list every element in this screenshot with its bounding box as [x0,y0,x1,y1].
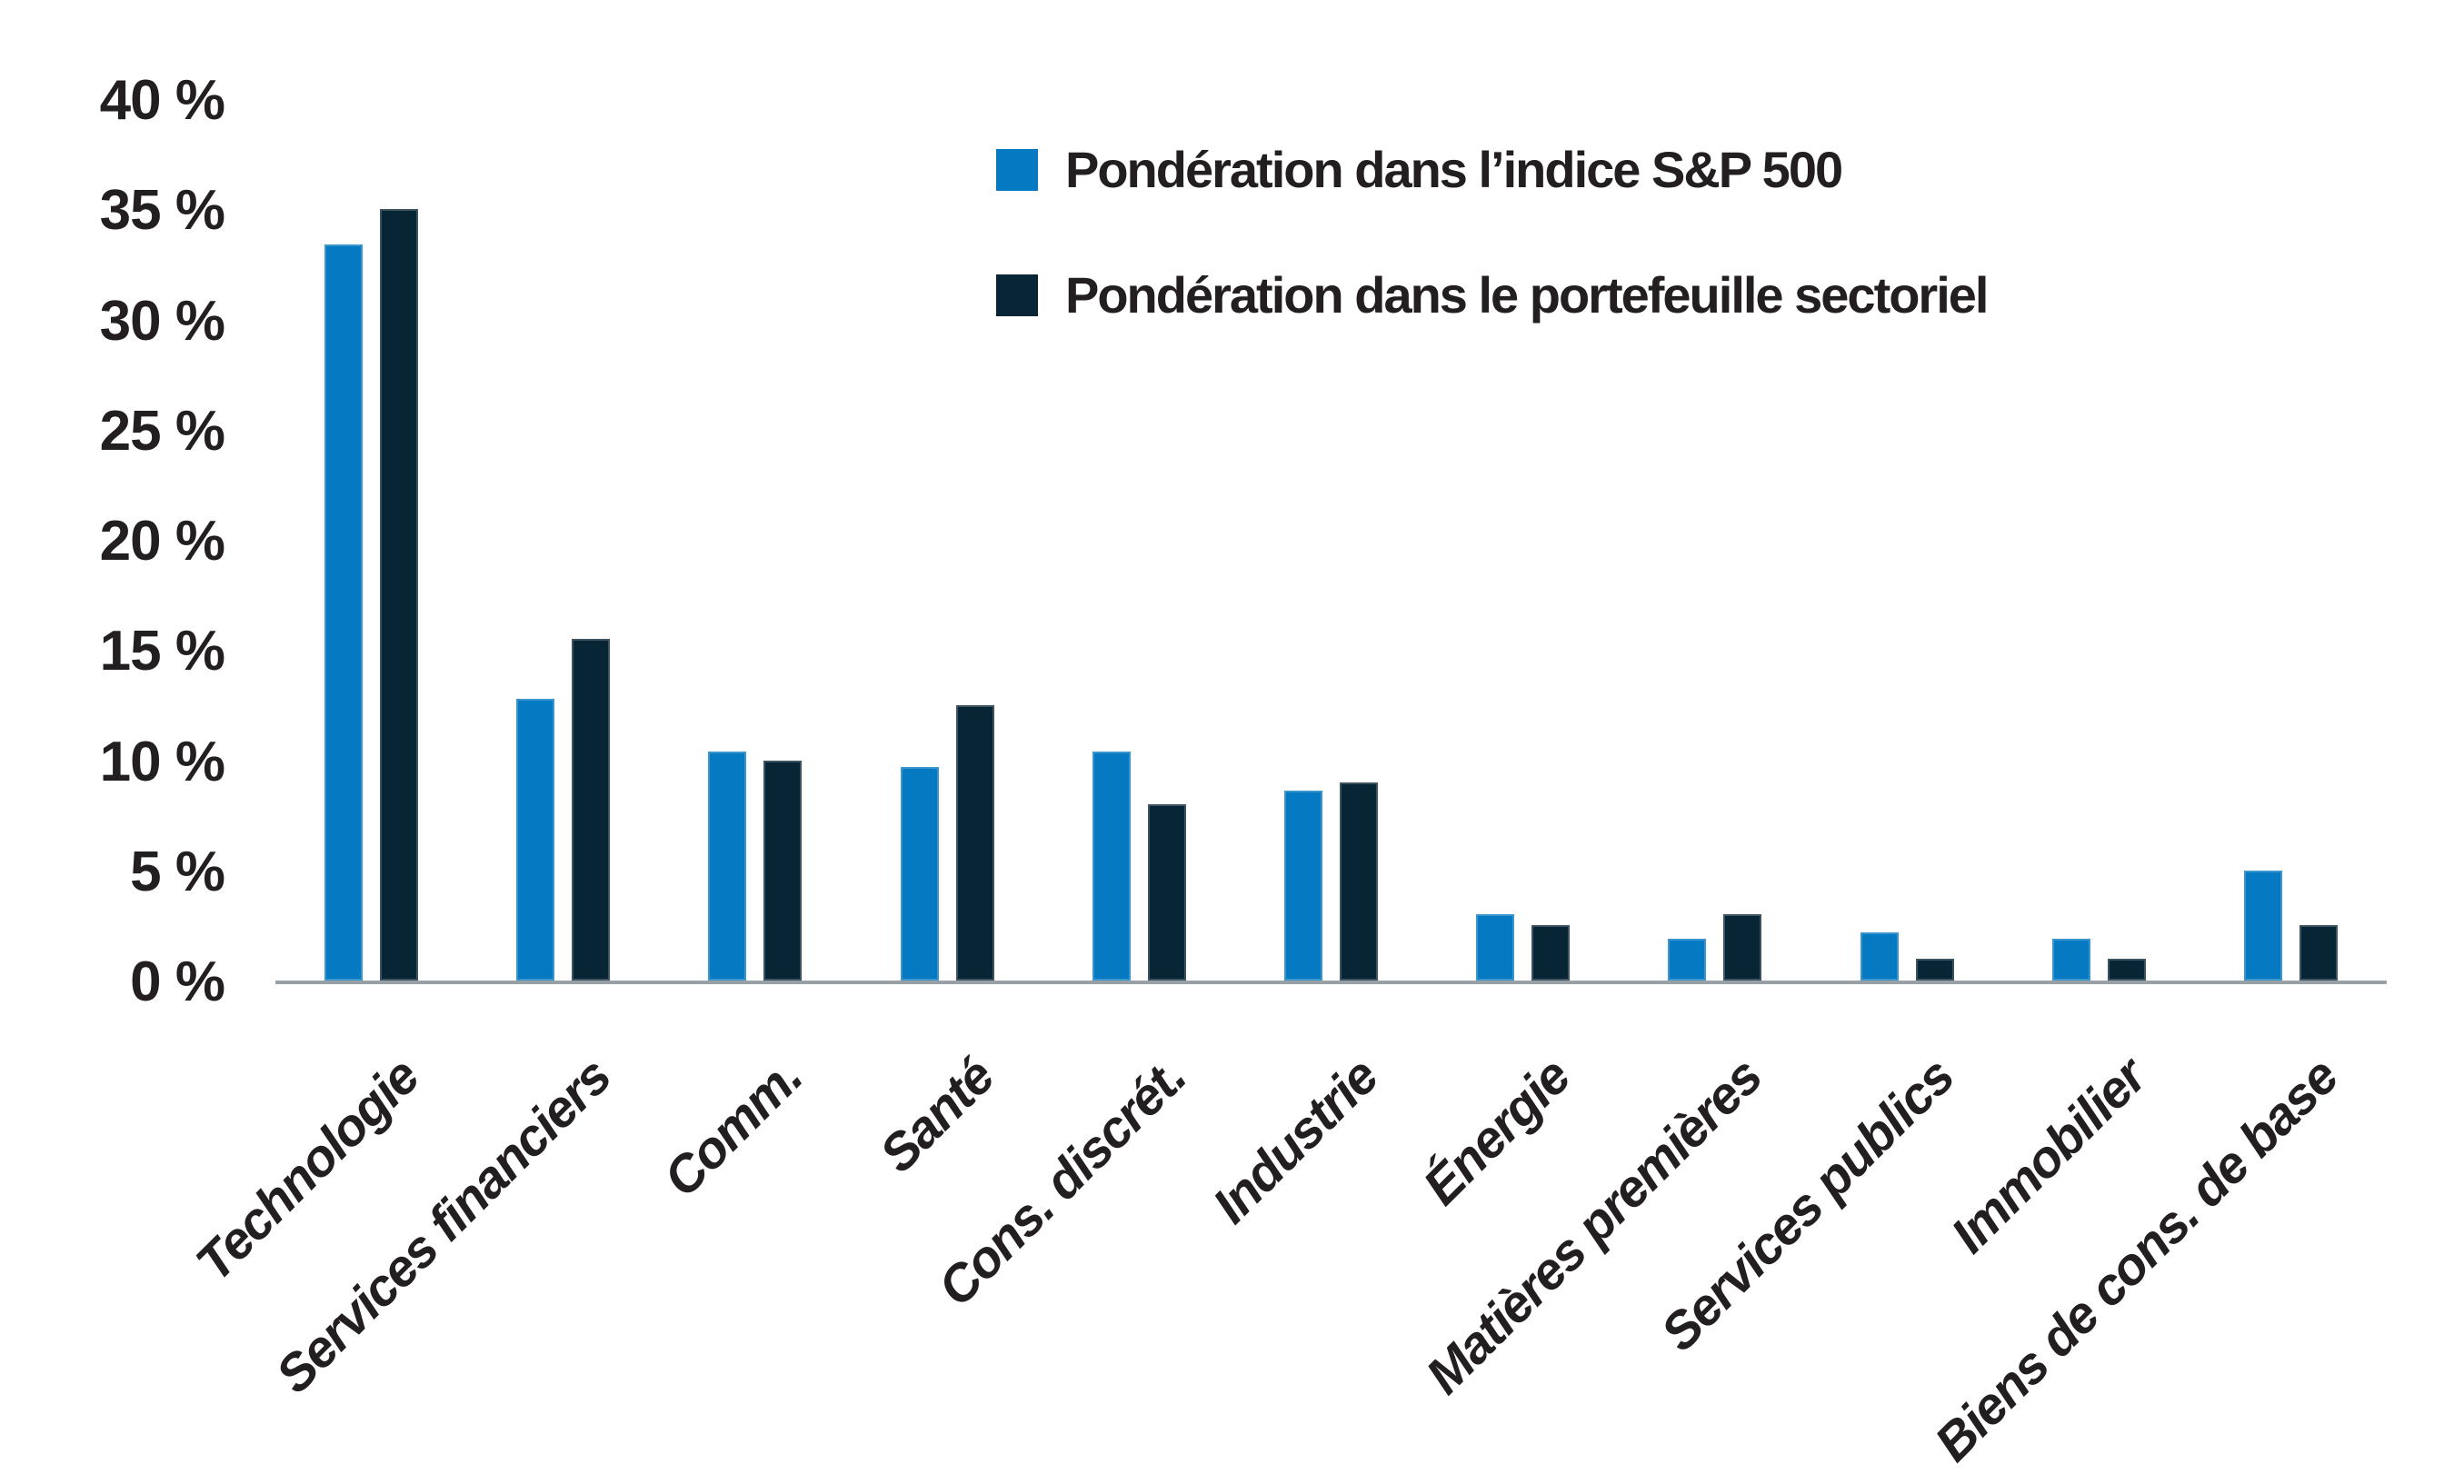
y-tick-label: 25 % [99,399,225,463]
legend-label-portfolio: Pondération dans le portefeuille sectori… [1065,266,1989,324]
bar-portfolio-6 [1531,925,1571,981]
bar-portfolio-1 [572,639,611,981]
bar-portfolio-4 [1147,804,1186,981]
bar-portfolio-5 [1340,782,1378,981]
y-tick-label: 0 % [130,951,225,1013]
bar-portfolio-7 [1723,914,1762,981]
x-category-label: Services financiers [264,1047,622,1405]
y-tick-label: 30 % [99,289,225,353]
bar-index-4 [1092,751,1131,981]
bar-portfolio-8 [1915,958,1954,981]
x-category-label: Énergie [1412,1047,1581,1217]
x-category-label: Biens de cons. de base [1923,1047,2349,1473]
bar-portfolio-9 [2107,958,2146,981]
y-tick-label: 35 % [99,179,225,243]
bar-index-0 [324,244,364,981]
bar-index-2 [708,751,747,981]
y-tick-label: 10 % [99,730,225,793]
y-tick-label: 20 % [99,510,225,573]
y-tick-label: 15 % [99,620,225,683]
bar-index-9 [2051,938,2090,981]
bar-portfolio-2 [763,760,803,981]
legend-swatch-index [996,149,1038,191]
bar-index-3 [900,766,939,981]
y-tick-label: 40 % [99,69,225,133]
x-category-label: Industrie [1202,1047,1390,1235]
x-axis-line [275,981,2387,984]
bar-index-7 [1668,938,1707,981]
bar-index-5 [1284,791,1322,981]
legend-label-index: Pondération dans l’indice S&P 500 [1065,141,1843,198]
x-category-label: Comm. [653,1047,813,1209]
bar-index-8 [1860,931,1899,981]
bar-index-1 [516,698,555,981]
x-category-label: Matières premières [1415,1047,1773,1406]
bar-portfolio-3 [955,704,994,981]
bar-portfolio-10 [2299,925,2338,981]
bar-index-6 [1476,914,1515,981]
y-tick-label: 5 % [130,840,225,903]
bar-index-10 [2243,870,2282,981]
legend-swatch-portfolio [996,274,1038,316]
x-category-label: Santé [869,1047,1006,1184]
bar-portfolio-0 [380,209,419,981]
